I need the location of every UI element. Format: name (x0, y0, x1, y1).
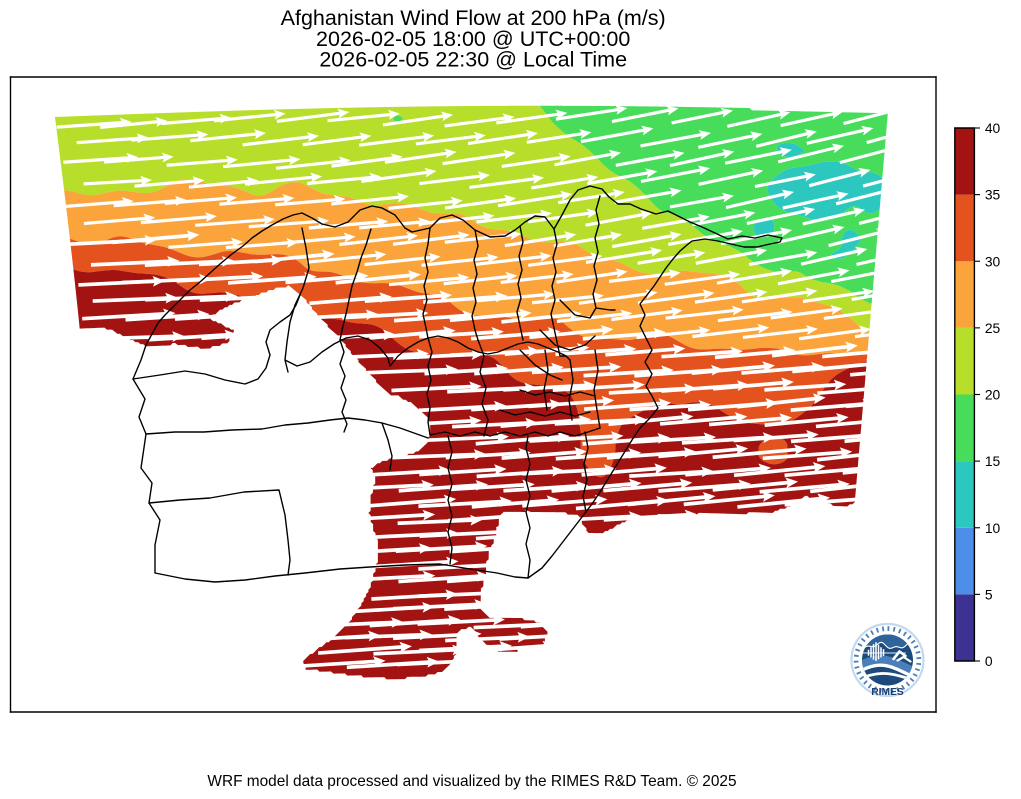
svg-text:2026-02-05 22:30 @ Local Time: 2026-02-05 22:30 @ Local Time (319, 48, 627, 72)
svg-text:30: 30 (985, 253, 1001, 269)
svg-text:Afghanistan Wind Flow at 200 h: Afghanistan Wind Flow at 200 hPa (m/s) (281, 6, 666, 30)
svg-text:2026-02-05 18:00 @ UTC+00:00: 2026-02-05 18:00 @ UTC+00:00 (316, 27, 630, 51)
svg-text:0: 0 (985, 653, 993, 669)
svg-text:35: 35 (985, 187, 1001, 203)
svg-text:WRF model data processed and v: WRF model data processed and visualized … (207, 773, 736, 790)
svg-text:25: 25 (985, 320, 1001, 336)
svg-text:20: 20 (985, 387, 1001, 403)
svg-text:10: 10 (985, 520, 1001, 536)
svg-text:5: 5 (985, 586, 993, 602)
svg-text:40: 40 (985, 120, 1001, 136)
svg-text:RIMES: RIMES (871, 687, 904, 698)
svg-text:15: 15 (985, 453, 1001, 469)
